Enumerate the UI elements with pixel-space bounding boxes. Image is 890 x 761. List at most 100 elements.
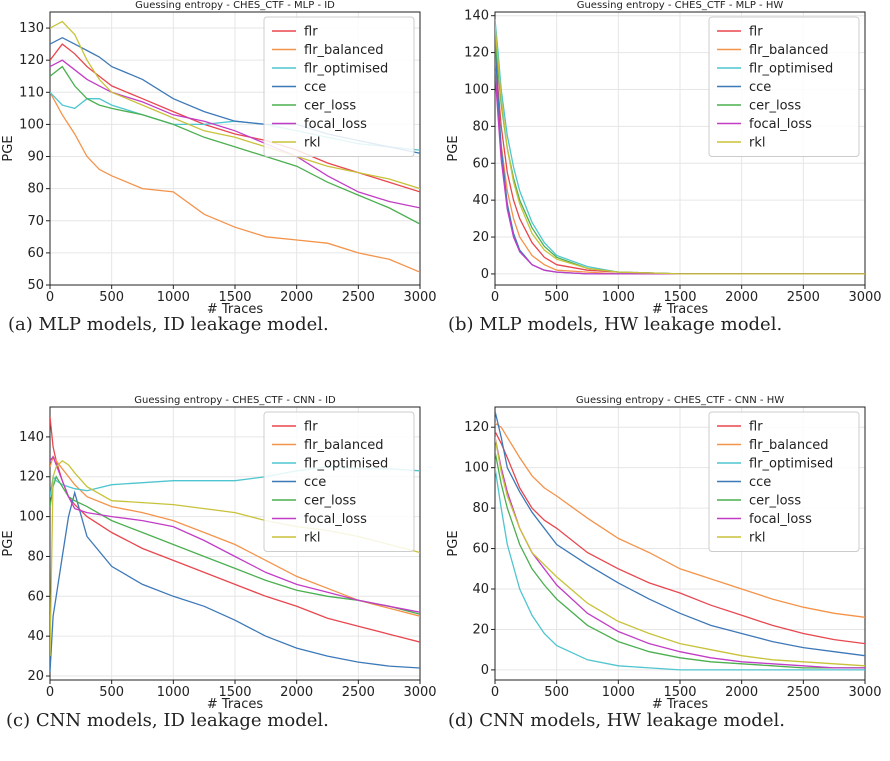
y-tick-label: 100: [19, 117, 44, 132]
x-tick-label: 0: [491, 685, 499, 700]
x-tick-label: 1500: [663, 685, 696, 700]
x-tick-label: 1500: [218, 290, 251, 305]
legend-label-flr: flr: [304, 25, 318, 40]
x-tick-label: 0: [491, 290, 499, 305]
series-line-cce: [495, 410, 865, 657]
y-tick-label: 60: [472, 156, 489, 171]
y-tick-label: 120: [464, 46, 489, 61]
x-tick-label: 2500: [787, 685, 820, 700]
y-tick-label: 80: [472, 119, 489, 134]
x-tick-label: 2500: [342, 685, 375, 700]
x-tick-label: 1000: [602, 290, 635, 305]
legend-label-flr: flr: [304, 420, 318, 435]
legend-label-rkl: rkl: [749, 136, 766, 151]
legend-box: [708, 16, 860, 157]
y-tick-label: 20: [472, 230, 489, 245]
legend-label-rkl: rkl: [749, 531, 766, 546]
chart-title: Guessing entropy - CHES_CTF - MLP - ID: [135, 0, 335, 11]
x-axis-label: # Traces: [207, 302, 264, 317]
y-tick-label: 100: [19, 510, 44, 525]
chart-title: Guessing entropy - CHES_CTF - CNN - ID: [134, 395, 336, 406]
series-line-flr: [495, 431, 865, 645]
x-tick-label: 1000: [157, 290, 190, 305]
y-tick-label: 60: [472, 542, 489, 557]
y-tick-label: 120: [19, 470, 44, 485]
y-tick-label: 60: [27, 589, 44, 604]
legend-label-focal_loss: focal_loss: [304, 512, 367, 527]
y-tick-label: 120: [464, 420, 489, 435]
series-group: [495, 410, 865, 671]
legend-label-cer_loss: cer_loss: [304, 99, 356, 114]
legend-box: [708, 411, 860, 552]
legend-label-cer_loss: cer_loss: [304, 494, 356, 509]
series-line-cer_loss: [50, 475, 420, 615]
x-tick-label: 0: [46, 685, 54, 700]
series-line-flr_optimised: [495, 467, 865, 671]
legend-label-flr_optimised: flr_optimised: [749, 62, 833, 77]
series-line-rkl: [495, 24, 865, 275]
y-tick-label: 40: [472, 193, 489, 208]
y-axis-label: PGE: [446, 530, 461, 556]
legend-label-focal_loss: focal_loss: [304, 117, 367, 132]
legend-label-flr_optimised: flr_optimised: [304, 62, 388, 77]
chart-panel-d: Guessing entropy - CHES_CTF - CNN - HW 0 5…: [445, 395, 882, 712]
x-axis-label: # Traces: [652, 697, 709, 712]
chart-title: Guessing entropy - CHES_CTF - MLP - HW: [577, 0, 784, 11]
chart-d: Guessing entropy - CHES_CTF - CNN - HW 0 5…: [446, 395, 882, 712]
legend-box: [263, 411, 415, 552]
y-tick-label: 90: [27, 150, 44, 165]
y-tick-label: 0: [481, 267, 489, 282]
x-tick-label: 2000: [280, 685, 313, 700]
y-tick-label: 80: [27, 182, 44, 197]
x-tick-label: 1500: [663, 290, 696, 305]
x-tick-label: 0: [46, 290, 54, 305]
y-tick-label: 70: [27, 214, 44, 229]
y-tick-label: 40: [27, 629, 44, 644]
caption-a: (a) MLP models, ID leakage model.: [8, 314, 329, 335]
legend-label-flr_optimised: flr_optimised: [304, 457, 388, 472]
legend-label-flr: flr: [749, 420, 763, 435]
legend-label-flr_balanced: flr_balanced: [749, 438, 828, 453]
chart-title: Guessing entropy - CHES_CTF - CNN - HW: [576, 395, 784, 406]
x-tick-label: 500: [544, 290, 569, 305]
chart-b: Guessing entropy - CHES_CTF - MLP - HW 0 5…: [446, 0, 882, 317]
legend-label-cce: cce: [749, 475, 771, 490]
legend-label-rkl: rkl: [304, 136, 321, 151]
legend-label-cce: cce: [304, 475, 326, 490]
x-tick-label: 2000: [725, 290, 758, 305]
y-tick-label: 100: [464, 82, 489, 97]
y-axis-label: PGE: [1, 530, 16, 556]
series-line-flr_balanced: [50, 91, 420, 273]
legend-label-cer_loss: cer_loss: [749, 494, 801, 509]
legend-label-flr_balanced: flr_balanced: [304, 438, 383, 453]
series-line-rkl: [495, 437, 865, 667]
x-tick-label: 1500: [218, 685, 251, 700]
y-tick-label: 80: [27, 549, 44, 564]
x-tick-label: 2000: [280, 290, 313, 305]
x-tick-label: 3000: [848, 290, 881, 305]
series-line-flr_balanced: [50, 455, 420, 617]
y-tick-label: 140: [19, 430, 44, 445]
x-tick-label: 2500: [787, 290, 820, 305]
x-tick-label: 1000: [157, 685, 190, 700]
legend-label-cer_loss: cer_loss: [749, 99, 801, 114]
series-line-rkl: [50, 20, 420, 190]
series-line-cer_loss: [495, 451, 865, 669]
x-axis-label: # Traces: [652, 302, 709, 317]
legend-box: [263, 16, 415, 157]
x-tick-label: 1000: [602, 685, 635, 700]
x-tick-label: 500: [99, 290, 124, 305]
chart-a: Guessing entropy - CHES_CTF - MLP - ID 0 5…: [1, 0, 437, 317]
legend-label-flr_balanced: flr_balanced: [304, 43, 383, 58]
legend-label-flr: flr: [749, 25, 763, 40]
caption-c: (c) CNN models, ID leakage model.: [6, 710, 329, 731]
series-line-flr_balanced: [495, 422, 865, 618]
series-line-cer_loss: [50, 65, 420, 225]
legend-label-focal_loss: focal_loss: [749, 117, 812, 132]
legend-label-rkl: rkl: [304, 531, 321, 546]
y-tick-label: 120: [19, 53, 44, 68]
x-tick-label: 3000: [403, 290, 436, 305]
y-tick-label: 110: [19, 85, 44, 100]
x-tick-label: 2000: [725, 685, 758, 700]
legend-label-flr_balanced: flr_balanced: [749, 43, 828, 58]
